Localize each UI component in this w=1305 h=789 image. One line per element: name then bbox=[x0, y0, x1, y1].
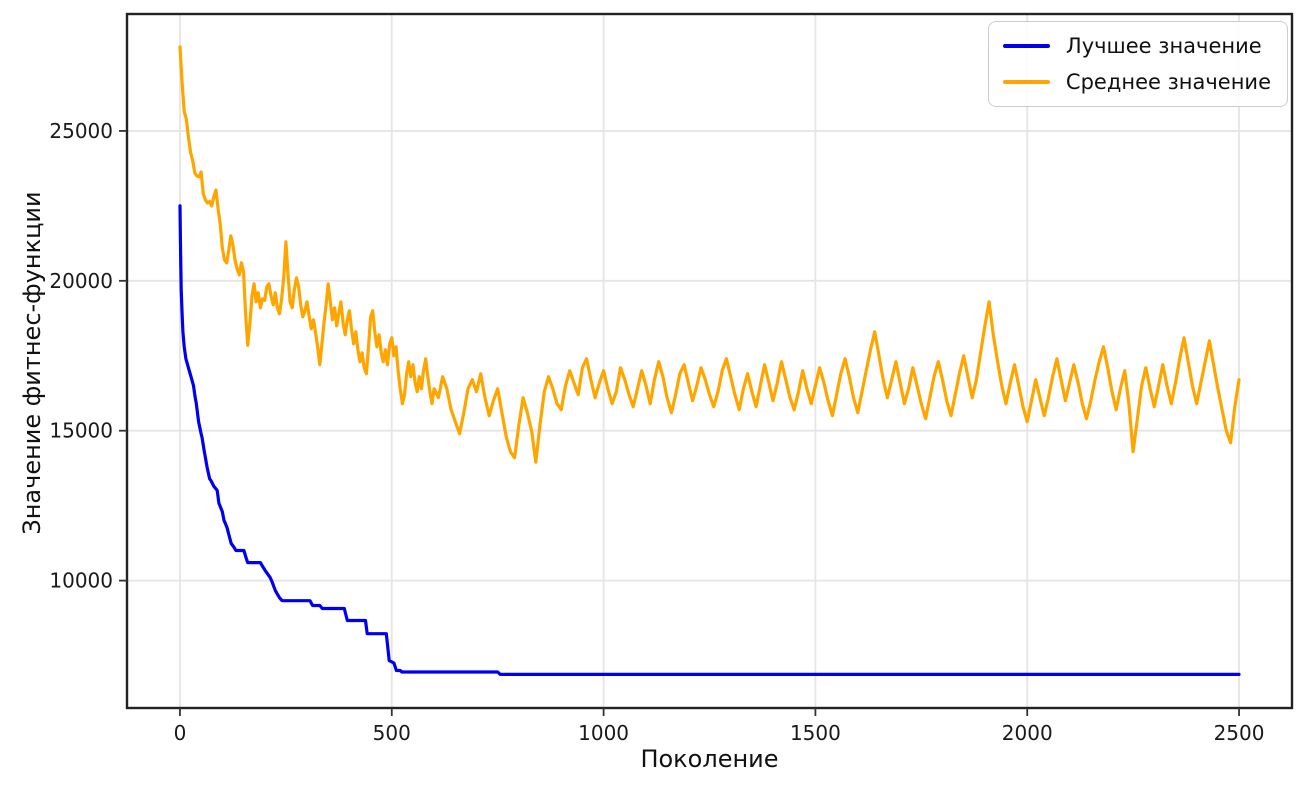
tick-labels: 0 500 1000 1500 2000 2500 10000 15000 20000 25000 bbox=[49, 119, 1264, 745]
svg-text:500: 500 bbox=[373, 721, 411, 745]
y-axis-label: Значение фитнес-функции bbox=[18, 191, 46, 535]
svg-text:2000: 2000 bbox=[1002, 721, 1053, 745]
svg-text:0: 0 bbox=[174, 721, 187, 745]
legend-label-average: Среднее значение bbox=[1065, 70, 1271, 94]
average-line-sample-icon bbox=[1002, 80, 1050, 84]
axis-ticks bbox=[119, 130, 1240, 716]
svg-text:25000: 25000 bbox=[49, 119, 113, 143]
grid-lines bbox=[127, 14, 1292, 708]
svg-text:10000: 10000 bbox=[49, 569, 113, 593]
svg-text:1000: 1000 bbox=[578, 721, 629, 745]
data-series bbox=[178, 45, 1241, 677]
best-line-sample-icon bbox=[1002, 44, 1050, 48]
svg-text:1500: 1500 bbox=[790, 721, 841, 745]
svg-text:15000: 15000 bbox=[49, 419, 113, 443]
svg-text:2500: 2500 bbox=[1214, 721, 1265, 745]
legend-item-average: Среднее значение bbox=[1002, 70, 1271, 94]
axes-frame bbox=[125, 12, 1294, 710]
x-axis-label: Поколение bbox=[640, 745, 779, 773]
legend: Лучшее значение Среднее значение bbox=[987, 21, 1288, 107]
legend-label-best: Лучшее значение bbox=[1065, 34, 1262, 58]
legend-item-best: Лучшее значение bbox=[1002, 34, 1271, 58]
svg-text:20000: 20000 bbox=[49, 269, 113, 293]
